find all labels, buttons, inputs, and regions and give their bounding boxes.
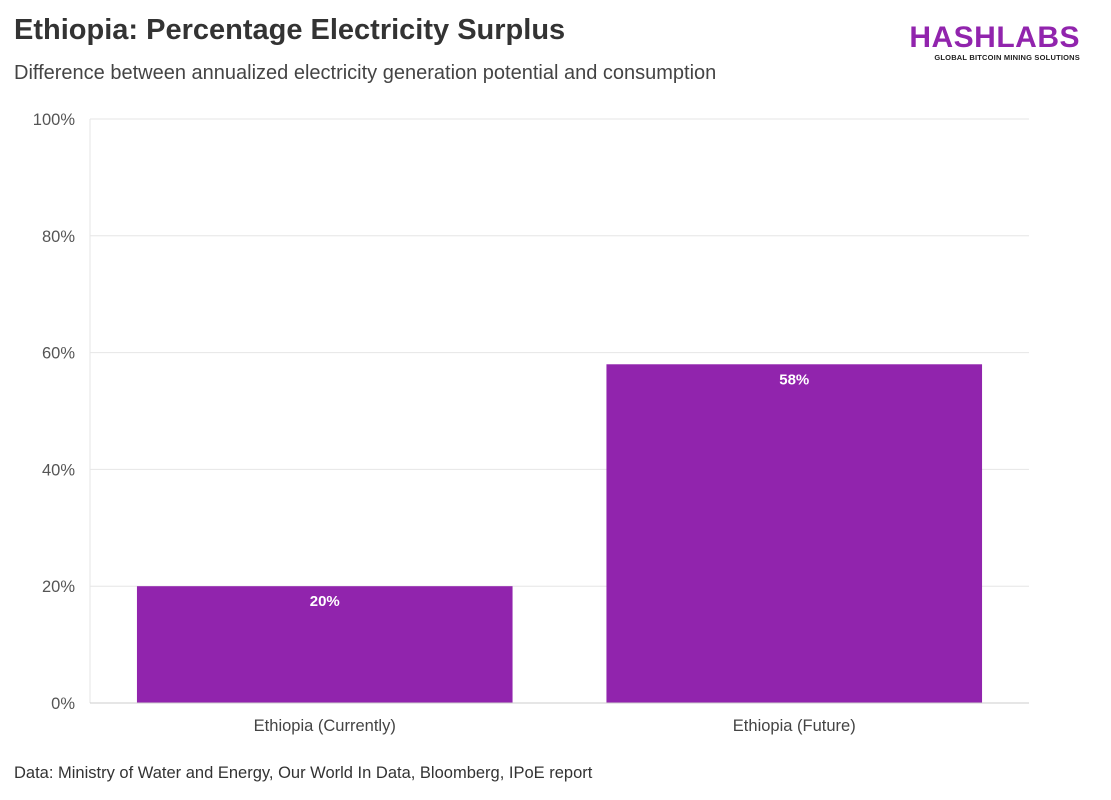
y-tick-label: 40% xyxy=(42,461,75,479)
logo-tagline: GLOBAL BITCOIN MINING SOLUTIONS xyxy=(934,53,1080,62)
y-tick-label: 60% xyxy=(42,345,75,363)
y-tick-label: 20% xyxy=(42,578,75,596)
y-tick-label: 80% xyxy=(42,228,75,246)
chart-subtitle: Difference between annualized electricit… xyxy=(14,62,717,84)
chart-title: Ethiopia: Percentage Electricity Surplus xyxy=(14,14,566,46)
x-category-label: Ethiopia (Currently) xyxy=(254,717,396,735)
bar-1 xyxy=(136,586,513,703)
x-axis-labels: Ethiopia (Currently) Ethiopia (Future) xyxy=(254,717,856,735)
bar-2 xyxy=(606,364,983,703)
bars: 20% 58% xyxy=(136,364,983,703)
y-axis-ticks: 0% 20% 40% 60% 80% 100% xyxy=(33,111,76,713)
data-source-note: Data: Ministry of Water and Energy, Our … xyxy=(14,764,593,782)
logo-wordmark: HASHLABS xyxy=(909,21,1080,54)
bar-value-label: 58% xyxy=(779,371,809,388)
brand-logo: HASHLABS GLOBAL BITCOIN MINING SOLUTIONS xyxy=(909,21,1080,63)
x-category-label: Ethiopia (Future) xyxy=(733,717,856,735)
bar-value-label: 20% xyxy=(310,593,340,610)
y-tick-label: 0% xyxy=(51,695,75,713)
y-tick-label: 100% xyxy=(33,111,76,129)
